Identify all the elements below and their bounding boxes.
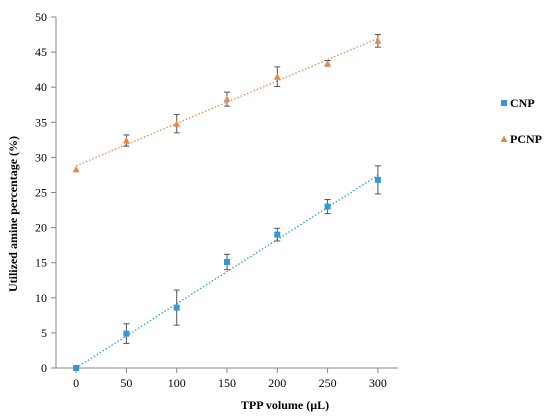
legend: CNP PCNP (500, 96, 542, 146)
y-tick-label: 10 (35, 291, 47, 305)
pcnp-point (273, 73, 281, 80)
y-tick-label: 35 (35, 115, 47, 129)
x-ticks: 0 50 100 150 200 250 300 (73, 368, 387, 390)
data-markers (72, 37, 382, 371)
cnp-trendline (75, 174, 379, 369)
axes (55, 17, 398, 369)
x-tick-label: 50 (120, 376, 132, 390)
cnp-point (123, 330, 130, 337)
x-tick-label: 200 (268, 376, 286, 390)
pcnp-point (374, 37, 382, 44)
pcnp-point (173, 120, 181, 127)
cnp-point (224, 258, 230, 265)
pcnp-point (324, 59, 332, 67)
cnp-point (173, 304, 180, 311)
x-tick-label: 0 (73, 376, 79, 390)
x-tick-label: 150 (218, 376, 236, 390)
cnp-point (274, 231, 281, 238)
pcnp-point (223, 95, 231, 103)
x-tick-label: 100 (168, 376, 186, 390)
cnp-point (73, 365, 80, 371)
pcnp-point (72, 165, 80, 173)
error-bars (123, 34, 381, 344)
y-tick-label: 30 (35, 150, 47, 164)
y-tick-label: 40 (35, 80, 47, 94)
y-tick-label: 15 (35, 256, 47, 270)
pcnp-point (122, 137, 130, 144)
y-axis-title: Utilized amine percentage (%) (6, 136, 20, 292)
legend-pcnp-label: PCNP (510, 132, 542, 146)
y-tick-label: 50 (35, 10, 47, 24)
legend-pcnp-icon (500, 135, 508, 142)
cnp-point (324, 203, 331, 210)
trendlines (75, 37, 379, 369)
legend-cnp-icon (501, 100, 507, 106)
x-tick-label: 250 (319, 376, 337, 390)
y-ticks: 0 5 10 15 20 25 30 35 40 45 50 (35, 10, 56, 375)
x-axis-title: TPP volume (µL) (241, 398, 329, 412)
legend-cnp-label: CNP (510, 96, 535, 110)
y-tick-label: 5 (41, 326, 47, 340)
y-tick-label: 45 (35, 45, 47, 59)
x-tick-label: 300 (369, 376, 387, 390)
y-tick-label: 25 (35, 186, 47, 200)
y-tick-label: 20 (35, 221, 47, 235)
cnp-point (374, 176, 381, 183)
y-tick-label: 0 (41, 361, 47, 375)
